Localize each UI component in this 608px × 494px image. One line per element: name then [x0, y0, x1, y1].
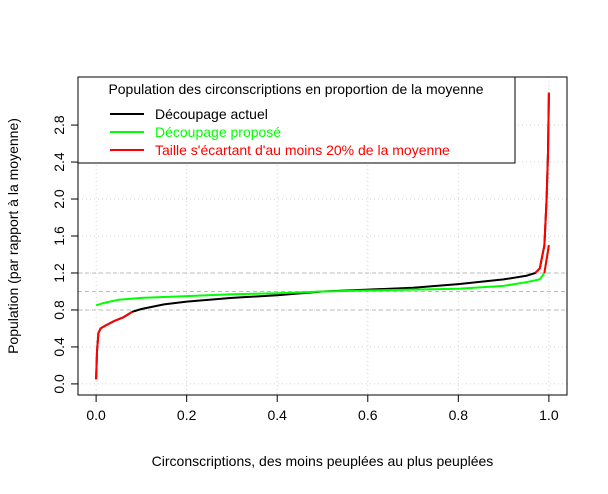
x-tick-label: 0.2 — [177, 407, 197, 423]
legend-label: Découpage actuel — [155, 106, 268, 122]
x-tick-label: 0.6 — [358, 407, 378, 423]
legend-box — [77, 76, 516, 164]
legend-title: Population des circonscriptions en propo… — [108, 81, 483, 97]
y-tick-label: 2.4 — [51, 152, 67, 172]
y-tick-label: 1.6 — [51, 226, 67, 246]
x-tick-label: 1.0 — [539, 407, 559, 423]
y-tick-label: 2.0 — [51, 189, 67, 209]
series-line — [95, 245, 550, 307]
legend-label: Découpage proposé — [155, 124, 281, 140]
y-tick-label: 2.8 — [51, 115, 67, 135]
y-tick-label: 0.8 — [51, 300, 67, 320]
y-axis-label: Population (par rapport à la moyenne) — [5, 118, 21, 354]
y-tick-label: 0.0 — [51, 374, 67, 394]
x-tick-label: 0.8 — [449, 407, 469, 423]
y-tick-label: 0.4 — [51, 337, 67, 357]
series-line — [95, 92, 550, 380]
y-tick-label: 1.2 — [51, 263, 67, 283]
x-tick-label: 0.0 — [86, 407, 106, 423]
x-axis-label: Circonscriptions, des moins peuplées au … — [152, 453, 494, 469]
x-tick-label: 0.4 — [267, 407, 287, 423]
legend-label: Taille s'écartant d'au moins 20% de la m… — [155, 142, 450, 158]
